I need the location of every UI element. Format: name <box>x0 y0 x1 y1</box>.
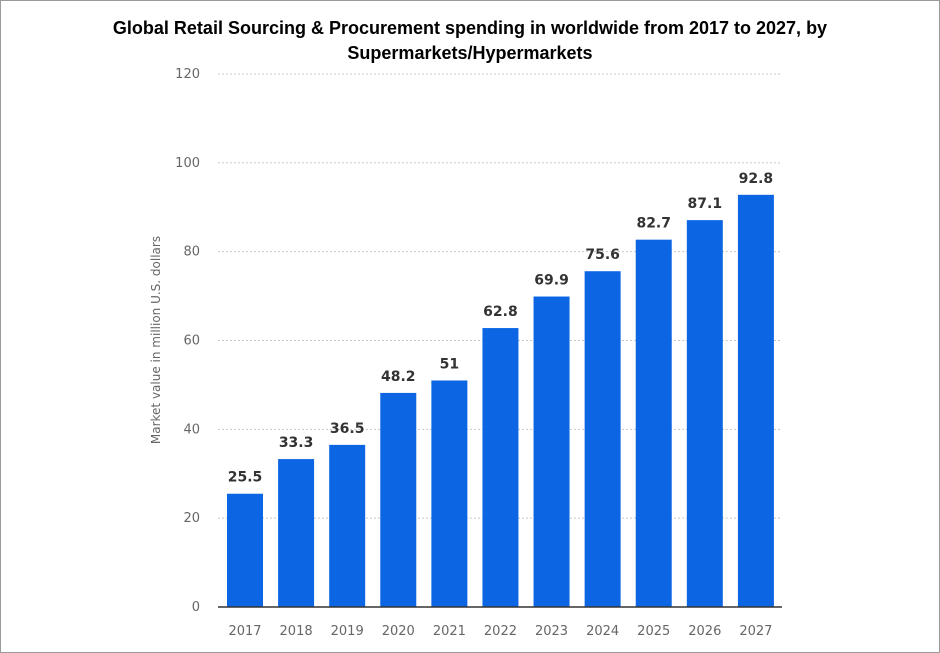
y-tick-label-80: 80 <box>183 245 200 260</box>
y-tick-label-40: 40 <box>183 422 200 437</box>
data-label-2017: 25.5 <box>228 470 263 486</box>
bar-2025 <box>635 239 672 607</box>
chart-title: Global Retail Sourcing & Procurement spe… <box>40 16 900 66</box>
x-tick-label-2017: 2017 <box>228 624 261 639</box>
bar-2020 <box>380 392 417 607</box>
x-tick-label-2018: 2018 <box>280 624 313 639</box>
x-tick-label-2025: 2025 <box>637 624 670 639</box>
data-label-2026: 87.1 <box>688 196 723 212</box>
bar-2027 <box>737 194 774 607</box>
data-label-2025: 82.7 <box>636 216 671 232</box>
x-tick-label-2027: 2027 <box>739 624 772 639</box>
chart-title-line1: Global Retail Sourcing & Procurement spe… <box>112 18 828 38</box>
x-tick-label-2021: 2021 <box>433 624 466 639</box>
x-tick-label-2024: 2024 <box>586 624 619 639</box>
data-label-2023: 69.9 <box>534 273 569 289</box>
x-tick-label-2026: 2026 <box>688 624 721 639</box>
data-label-2021: 51 <box>440 356 459 372</box>
data-label-2024: 75.6 <box>585 247 620 263</box>
bar-2024 <box>584 271 621 607</box>
bars <box>227 194 774 607</box>
data-label-2027: 92.8 <box>739 171 774 187</box>
data-label-2019: 36.5 <box>330 421 365 437</box>
bar-2026 <box>686 220 723 607</box>
chart-title-line2: Supermarkets/Hypermarkets <box>347 43 593 63</box>
x-axis-ticks: 2017 2018 2019 2020 2021 2022 2023 2024 2025 2026… <box>228 624 772 639</box>
data-label-2018: 33.3 <box>279 435 314 451</box>
y-axis-ticks: 0 20 40 60 80 100 120 <box>175 67 200 615</box>
x-tick-label-2020: 2020 <box>382 624 415 639</box>
bar-2018 <box>278 459 315 607</box>
data-label-2022: 62.8 <box>483 304 518 320</box>
bar-2021 <box>431 380 468 607</box>
data-label-2020: 48.2 <box>381 369 416 385</box>
y-tick-label-0: 0 <box>192 600 200 615</box>
y-tick-label-60: 60 <box>183 334 200 349</box>
bar-2022 <box>482 328 519 607</box>
y-axis-title: Market value in million U.S. dollars <box>149 236 163 444</box>
bar-2019 <box>329 444 366 607</box>
bar-2023 <box>533 296 570 607</box>
x-tick-label-2023: 2023 <box>535 624 568 639</box>
y-tick-label-100: 100 <box>175 156 200 171</box>
bar-2017 <box>227 493 263 607</box>
data-labels: 25.5 33.3 36.5 48.2 51 62.8 69.9 75.6 82.7 87.1 92… <box>228 171 773 486</box>
x-tick-label-2019: 2019 <box>331 624 364 639</box>
y-tick-label-120: 120 <box>175 67 200 82</box>
x-tick-label-2022: 2022 <box>484 624 517 639</box>
y-tick-label-20: 20 <box>183 511 200 526</box>
